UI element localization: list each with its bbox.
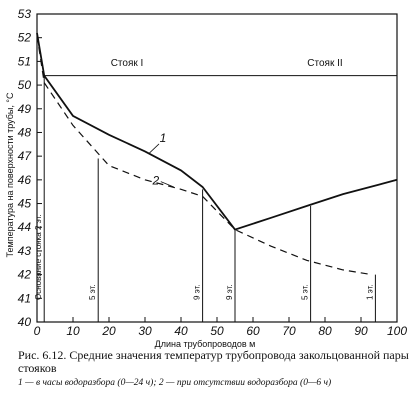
y-tick-label: 51: [18, 54, 31, 68]
x-tick-label: 10: [66, 324, 80, 338]
riser-region-label: Стояк I: [111, 58, 144, 69]
x-tick-label: 90: [354, 324, 368, 338]
x-axis-label: Длина трубопроводов м: [155, 339, 256, 349]
floor-marker-label: 5 эт.: [301, 284, 310, 300]
y-tick-label: 49: [18, 102, 32, 116]
y-tick-label: 44: [18, 220, 32, 234]
series-label-leader: [148, 143, 160, 155]
y-tick-label: 41: [18, 291, 31, 305]
series-label: 1: [160, 131, 167, 145]
x-tick-label: 80: [318, 324, 332, 338]
y-axis-label: Температура на поверхности трубы, °С: [5, 92, 15, 257]
x-tick-label: 100: [387, 324, 407, 338]
x-tick-label: 30: [138, 324, 152, 338]
floor-marker-label: 9 эт.: [225, 284, 234, 300]
x-tick-label: 20: [101, 324, 116, 338]
floor-marker-label: 5 эт.: [88, 284, 97, 300]
x-tick-label: 50: [210, 324, 224, 338]
caption-main: Рис. 6.12. Средние значения температур т…: [18, 348, 409, 375]
x-tick-label: 60: [246, 324, 260, 338]
y-tick-label: 53: [18, 7, 32, 21]
y-tick-label: 46: [18, 173, 32, 187]
floor-marker-label: 9 эт.: [193, 284, 202, 300]
y-tick-label: 40: [18, 315, 32, 329]
x-tick-label: 0: [34, 324, 41, 338]
series-label-leader: [160, 181, 174, 188]
chart-area: 0 10 20 30 40 50 60 70 80 90 100 40 41 42 43 44 45 46 47 48…: [5, 7, 407, 349]
floor-marker-label: 1 эт.: [365, 284, 374, 300]
series-line-2: [36, 35, 372, 276]
x-tick-label: 40: [174, 324, 188, 338]
series-label: 2: [151, 174, 159, 188]
y-tick-label: 52: [18, 31, 32, 45]
y-tick-label: 43: [18, 244, 32, 258]
caption-legend: 1 — в часы водоразбора (0—24 ч); 2 — при…: [18, 378, 332, 388]
x-tick-label: 70: [282, 324, 296, 338]
floor-marker-label: Основание стояка 2 эт.: [34, 214, 43, 300]
figure-caption: Рис. 6.12. Средние значения температур т…: [18, 349, 410, 389]
y-tick-label: 42: [18, 268, 32, 282]
y-tick-label: 48: [18, 125, 32, 139]
y-tick-label: 45: [18, 197, 32, 211]
y-tick-label: 47: [18, 149, 33, 163]
y-tick-label: 50: [18, 78, 32, 92]
riser-region-label: Стояк II: [307, 58, 342, 69]
plot-frame: [36, 13, 398, 323]
series-line-1: [36, 32, 398, 231]
